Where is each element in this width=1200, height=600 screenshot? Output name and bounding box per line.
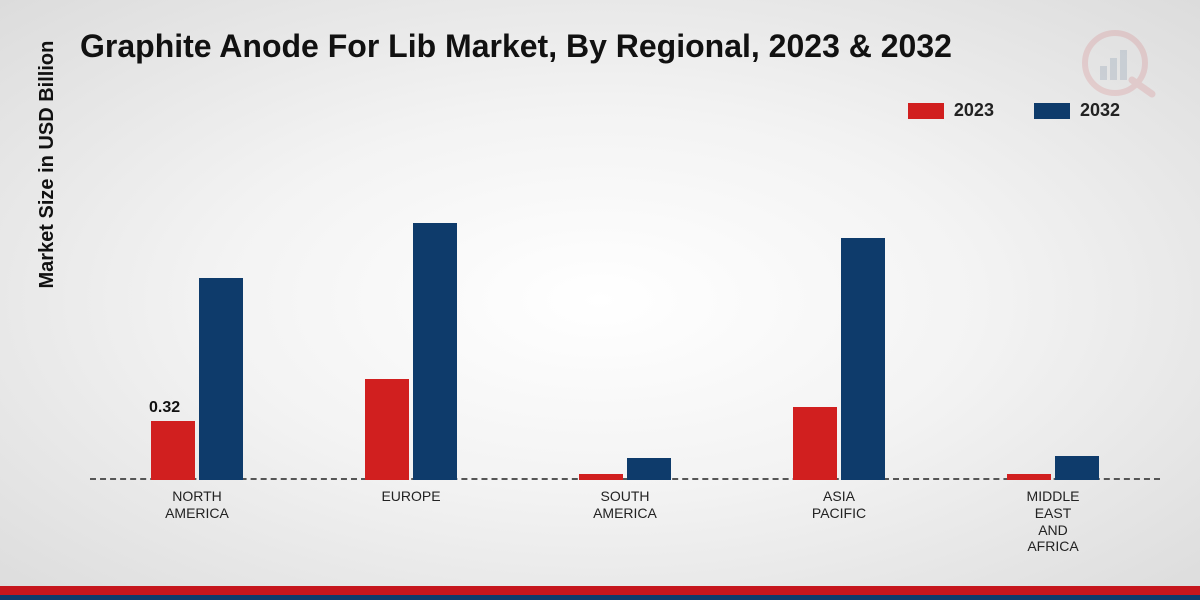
xlabel-mea: MIDDLE EAST AND AFRICA: [983, 488, 1123, 570]
footer-accent-bar: [0, 586, 1200, 600]
bar-ap-2023: [793, 407, 837, 480]
xlabel-eu: EUROPE: [341, 488, 481, 570]
xlabel-ap: ASIA PACIFIC: [769, 488, 909, 570]
xlabel-sa: SOUTH AMERICA: [555, 488, 695, 570]
legend-label-2032: 2032: [1080, 100, 1120, 121]
group-na: 0.32: [127, 278, 267, 480]
legend-item-2032: 2032: [1034, 100, 1120, 121]
bar-mea-2032: [1055, 456, 1099, 480]
watermark-logo: [1060, 28, 1160, 98]
bar-groups: 0.32: [90, 150, 1160, 480]
group-sa: [555, 458, 695, 480]
bar-eu-2023: [365, 379, 409, 480]
legend-swatch-2032: [1034, 103, 1070, 119]
y-axis-label: Market Size in USD Billion: [36, 41, 59, 289]
bar-na-2032: [199, 278, 243, 480]
bar-na-2023: [151, 421, 195, 480]
bar-eu-2032: [413, 223, 457, 480]
x-axis-labels: NORTH AMERICA EUROPE SOUTH AMERICA ASIA …: [90, 488, 1160, 570]
legend: 2023 2032: [908, 100, 1120, 121]
bar-label-na-2023: 0.32: [149, 399, 180, 417]
group-ap: [769, 238, 909, 480]
bar-mea-2023: [1007, 474, 1051, 480]
chart-canvas: Graphite Anode For Lib Market, By Region…: [0, 0, 1200, 600]
bar-sa-2032: [627, 458, 671, 480]
chart-title: Graphite Anode For Lib Market, By Region…: [80, 28, 952, 65]
footer-red-stripe: [0, 586, 1200, 595]
plot-area: 0.32: [90, 150, 1160, 480]
legend-label-2023: 2023: [954, 100, 994, 121]
footer-navy-stripe: [0, 595, 1200, 600]
legend-item-2023: 2023: [908, 100, 994, 121]
bar-sa-2023: [579, 474, 623, 480]
xlabel-na: NORTH AMERICA: [127, 488, 267, 570]
bar-ap-2032: [841, 238, 885, 480]
group-eu: [341, 223, 481, 480]
group-mea: [983, 456, 1123, 480]
legend-swatch-2023: [908, 103, 944, 119]
